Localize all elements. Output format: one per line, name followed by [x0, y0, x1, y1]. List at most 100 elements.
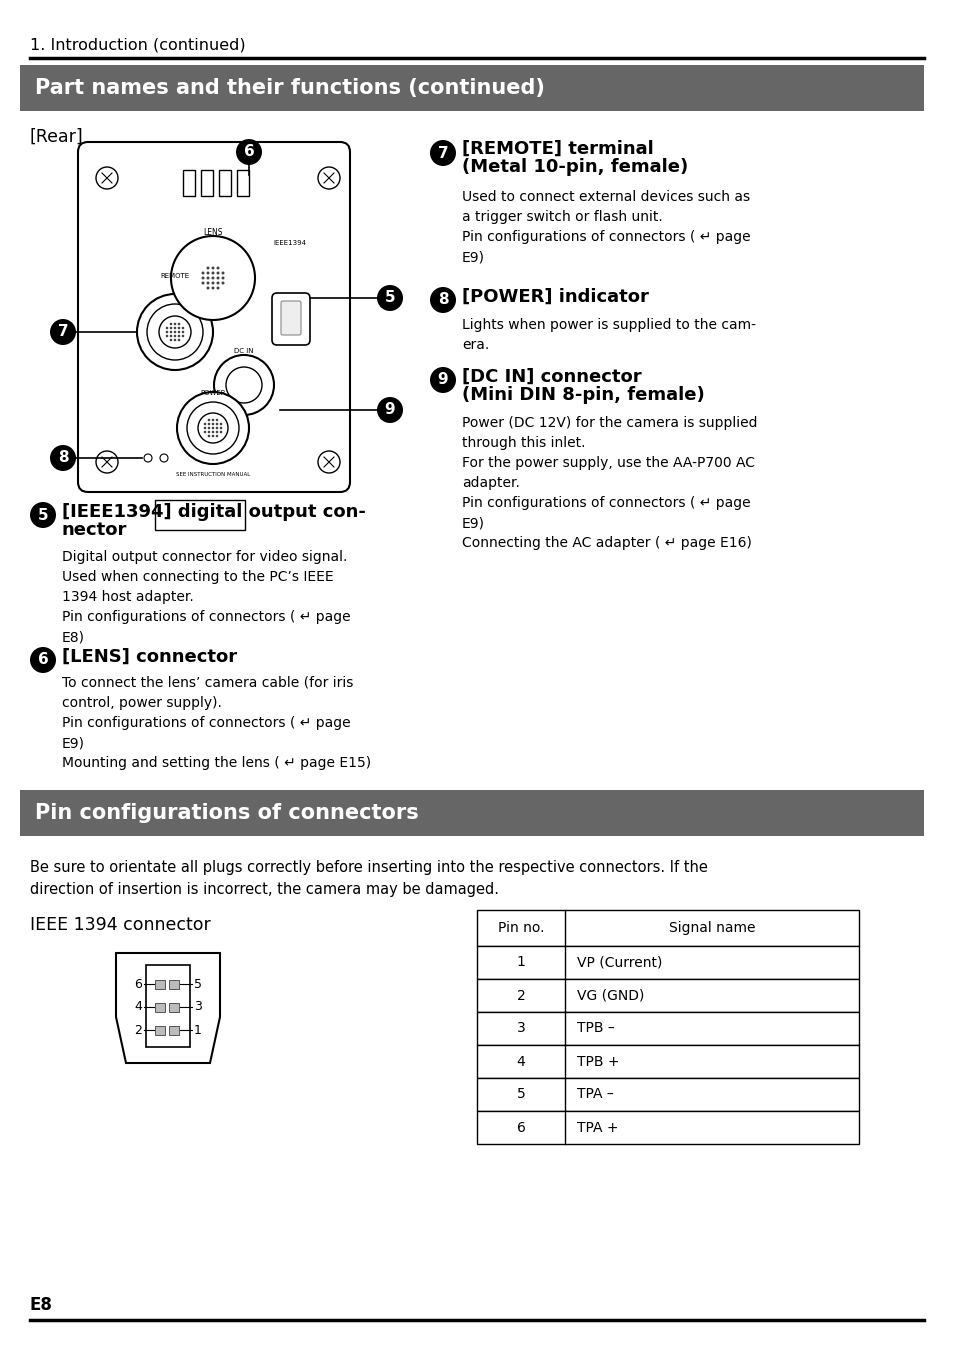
Text: Part names and their functions (continued): Part names and their functions (continue…	[35, 78, 544, 97]
Circle shape	[181, 335, 184, 337]
Circle shape	[317, 168, 339, 189]
Bar	[476, 1078, 858, 1111]
Circle shape	[376, 397, 402, 423]
Circle shape	[30, 648, 56, 673]
Circle shape	[212, 266, 214, 269]
Text: Be sure to orientate all plugs correctly before inserting into the respective co: Be sure to orientate all plugs correctly…	[30, 860, 707, 896]
Text: SEE INSTRUCTION MANUAL: SEE INSTRUCTION MANUAL	[175, 472, 250, 477]
FancyBboxPatch shape	[78, 142, 350, 492]
Circle shape	[173, 335, 176, 337]
Circle shape	[216, 287, 219, 289]
Circle shape	[198, 412, 228, 443]
Circle shape	[50, 445, 76, 470]
Circle shape	[219, 431, 222, 433]
Circle shape	[212, 431, 214, 433]
Circle shape	[177, 339, 180, 341]
Circle shape	[206, 272, 210, 274]
Text: [POWER] indicator: [POWER] indicator	[461, 288, 648, 306]
Bar	[476, 1111, 858, 1144]
Circle shape	[215, 431, 218, 433]
Text: 5: 5	[193, 977, 202, 991]
Circle shape	[137, 293, 213, 370]
Text: Signal name: Signal name	[668, 921, 755, 936]
Circle shape	[208, 431, 210, 433]
Circle shape	[208, 419, 210, 422]
Circle shape	[215, 419, 218, 422]
Text: 6: 6	[134, 977, 142, 991]
Circle shape	[208, 435, 210, 437]
Circle shape	[173, 323, 176, 326]
Circle shape	[430, 287, 456, 314]
Text: 1: 1	[516, 956, 525, 969]
Text: 7: 7	[57, 324, 69, 339]
Circle shape	[173, 327, 176, 330]
Text: TPB +: TPB +	[577, 1055, 618, 1068]
Text: 2: 2	[517, 988, 525, 1002]
Circle shape	[221, 281, 224, 284]
Circle shape	[204, 423, 206, 426]
Bar	[476, 946, 858, 979]
Text: [LENS] connector: [LENS] connector	[62, 648, 237, 667]
Circle shape	[208, 427, 210, 430]
Circle shape	[177, 323, 180, 326]
Circle shape	[206, 266, 210, 269]
Text: [IEEE1394] digital output con-: [IEEE1394] digital output con-	[62, 503, 366, 521]
Circle shape	[181, 331, 184, 334]
Circle shape	[206, 287, 210, 289]
Circle shape	[170, 339, 172, 341]
Circle shape	[170, 323, 172, 326]
Text: IEEE 1394 connector: IEEE 1394 connector	[30, 917, 211, 934]
Text: 6: 6	[516, 1121, 525, 1134]
Circle shape	[147, 304, 203, 360]
Circle shape	[166, 331, 168, 334]
Circle shape	[216, 266, 219, 269]
Circle shape	[30, 502, 56, 529]
Circle shape	[181, 327, 184, 330]
Text: REMOTE: REMOTE	[160, 273, 190, 279]
Bar	[169, 1003, 179, 1013]
Text: 4: 4	[517, 1055, 525, 1068]
Text: 3: 3	[193, 1000, 202, 1014]
Text: TPA –: TPA –	[577, 1087, 613, 1102]
Text: 1: 1	[193, 1023, 202, 1037]
Circle shape	[170, 335, 172, 337]
Bar	[146, 965, 190, 1046]
Text: 9: 9	[384, 403, 395, 418]
Bar	[476, 1013, 858, 1045]
Circle shape	[201, 277, 204, 280]
Bar	[154, 500, 245, 530]
Text: POWER: POWER	[200, 389, 226, 396]
Circle shape	[201, 281, 204, 284]
Circle shape	[170, 327, 172, 330]
FancyBboxPatch shape	[281, 301, 301, 335]
Circle shape	[96, 168, 118, 189]
Bar	[154, 1003, 165, 1013]
Circle shape	[208, 423, 210, 426]
Bar	[20, 790, 923, 836]
Circle shape	[177, 331, 180, 334]
Bar	[20, 65, 923, 111]
Circle shape	[376, 285, 402, 311]
Circle shape	[159, 316, 191, 347]
Circle shape	[170, 331, 172, 334]
Circle shape	[144, 454, 152, 462]
Circle shape	[219, 427, 222, 430]
Text: Power (DC 12V) for the camera is supplied
through this inlet.
For the power supp: Power (DC 12V) for the camera is supplie…	[461, 416, 757, 550]
Text: Pin no.: Pin no.	[497, 921, 543, 936]
Circle shape	[215, 427, 218, 430]
Text: nector: nector	[62, 521, 128, 539]
Text: Lights when power is supplied to the cam-
era.: Lights when power is supplied to the cam…	[461, 318, 755, 352]
Text: 7: 7	[437, 146, 448, 161]
Text: TPA +: TPA +	[577, 1121, 618, 1134]
Circle shape	[215, 435, 218, 437]
Circle shape	[430, 366, 456, 393]
Text: 5: 5	[384, 291, 395, 306]
Circle shape	[216, 281, 219, 284]
Circle shape	[235, 139, 262, 165]
Circle shape	[216, 272, 219, 274]
Circle shape	[50, 319, 76, 345]
Text: [REMOTE] terminal: [REMOTE] terminal	[461, 141, 653, 158]
Text: •: •	[430, 141, 444, 164]
Circle shape	[317, 452, 339, 473]
Circle shape	[181, 246, 245, 310]
